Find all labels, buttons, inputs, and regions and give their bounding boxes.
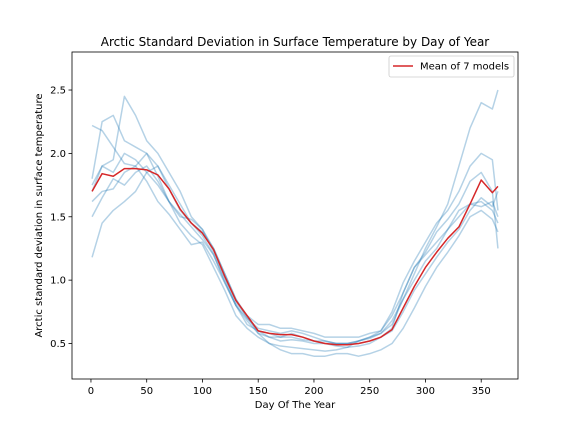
mean-line-group [91, 167, 499, 346]
plot-frame [71, 51, 519, 380]
x-tick-label: 50 [140, 386, 153, 397]
y-tick-label: 0.5 [50, 339, 66, 350]
y-tick-label: 2.5 [50, 86, 66, 97]
x-tick-label: 0 [88, 386, 94, 397]
model-line-1 [91, 152, 499, 352]
x-tick-label: 150 [249, 386, 268, 397]
x-tick-label: 300 [416, 386, 435, 397]
legend-frame [388, 55, 515, 78]
legend-label-mean: Mean of 7 models [420, 62, 509, 73]
model-line-2 [91, 124, 499, 349]
y-tick-label: 1.5 [50, 212, 66, 223]
x-tick-label: 350 [472, 386, 491, 397]
x-tick-label: 200 [304, 386, 323, 397]
y-tick-label: 1.0 [50, 276, 66, 287]
y-axis: 0.5 1.0 1.5 2.0 2.5 [50, 86, 72, 350]
x-axis-label: Day Of The Year [255, 400, 336, 411]
legend: Mean of 7 models [388, 55, 515, 78]
model-line-4 [91, 95, 499, 345]
model-line-3 [91, 114, 499, 345]
mean-line [91, 167, 499, 346]
y-axis-label: Arctic standard deviation in surface tem… [34, 93, 45, 337]
x-axis: 0 50 100 150 200 250 300 350 [88, 379, 491, 397]
x-tick-label: 100 [193, 386, 212, 397]
chart-title: Arctic Standard Deviation in Surface Tem… [101, 35, 490, 49]
y-tick-label: 2.0 [50, 149, 66, 160]
model-lines [91, 89, 499, 357]
model-line-6 [91, 165, 499, 338]
x-tick-label: 250 [360, 386, 379, 397]
model-line-5 [91, 165, 499, 357]
